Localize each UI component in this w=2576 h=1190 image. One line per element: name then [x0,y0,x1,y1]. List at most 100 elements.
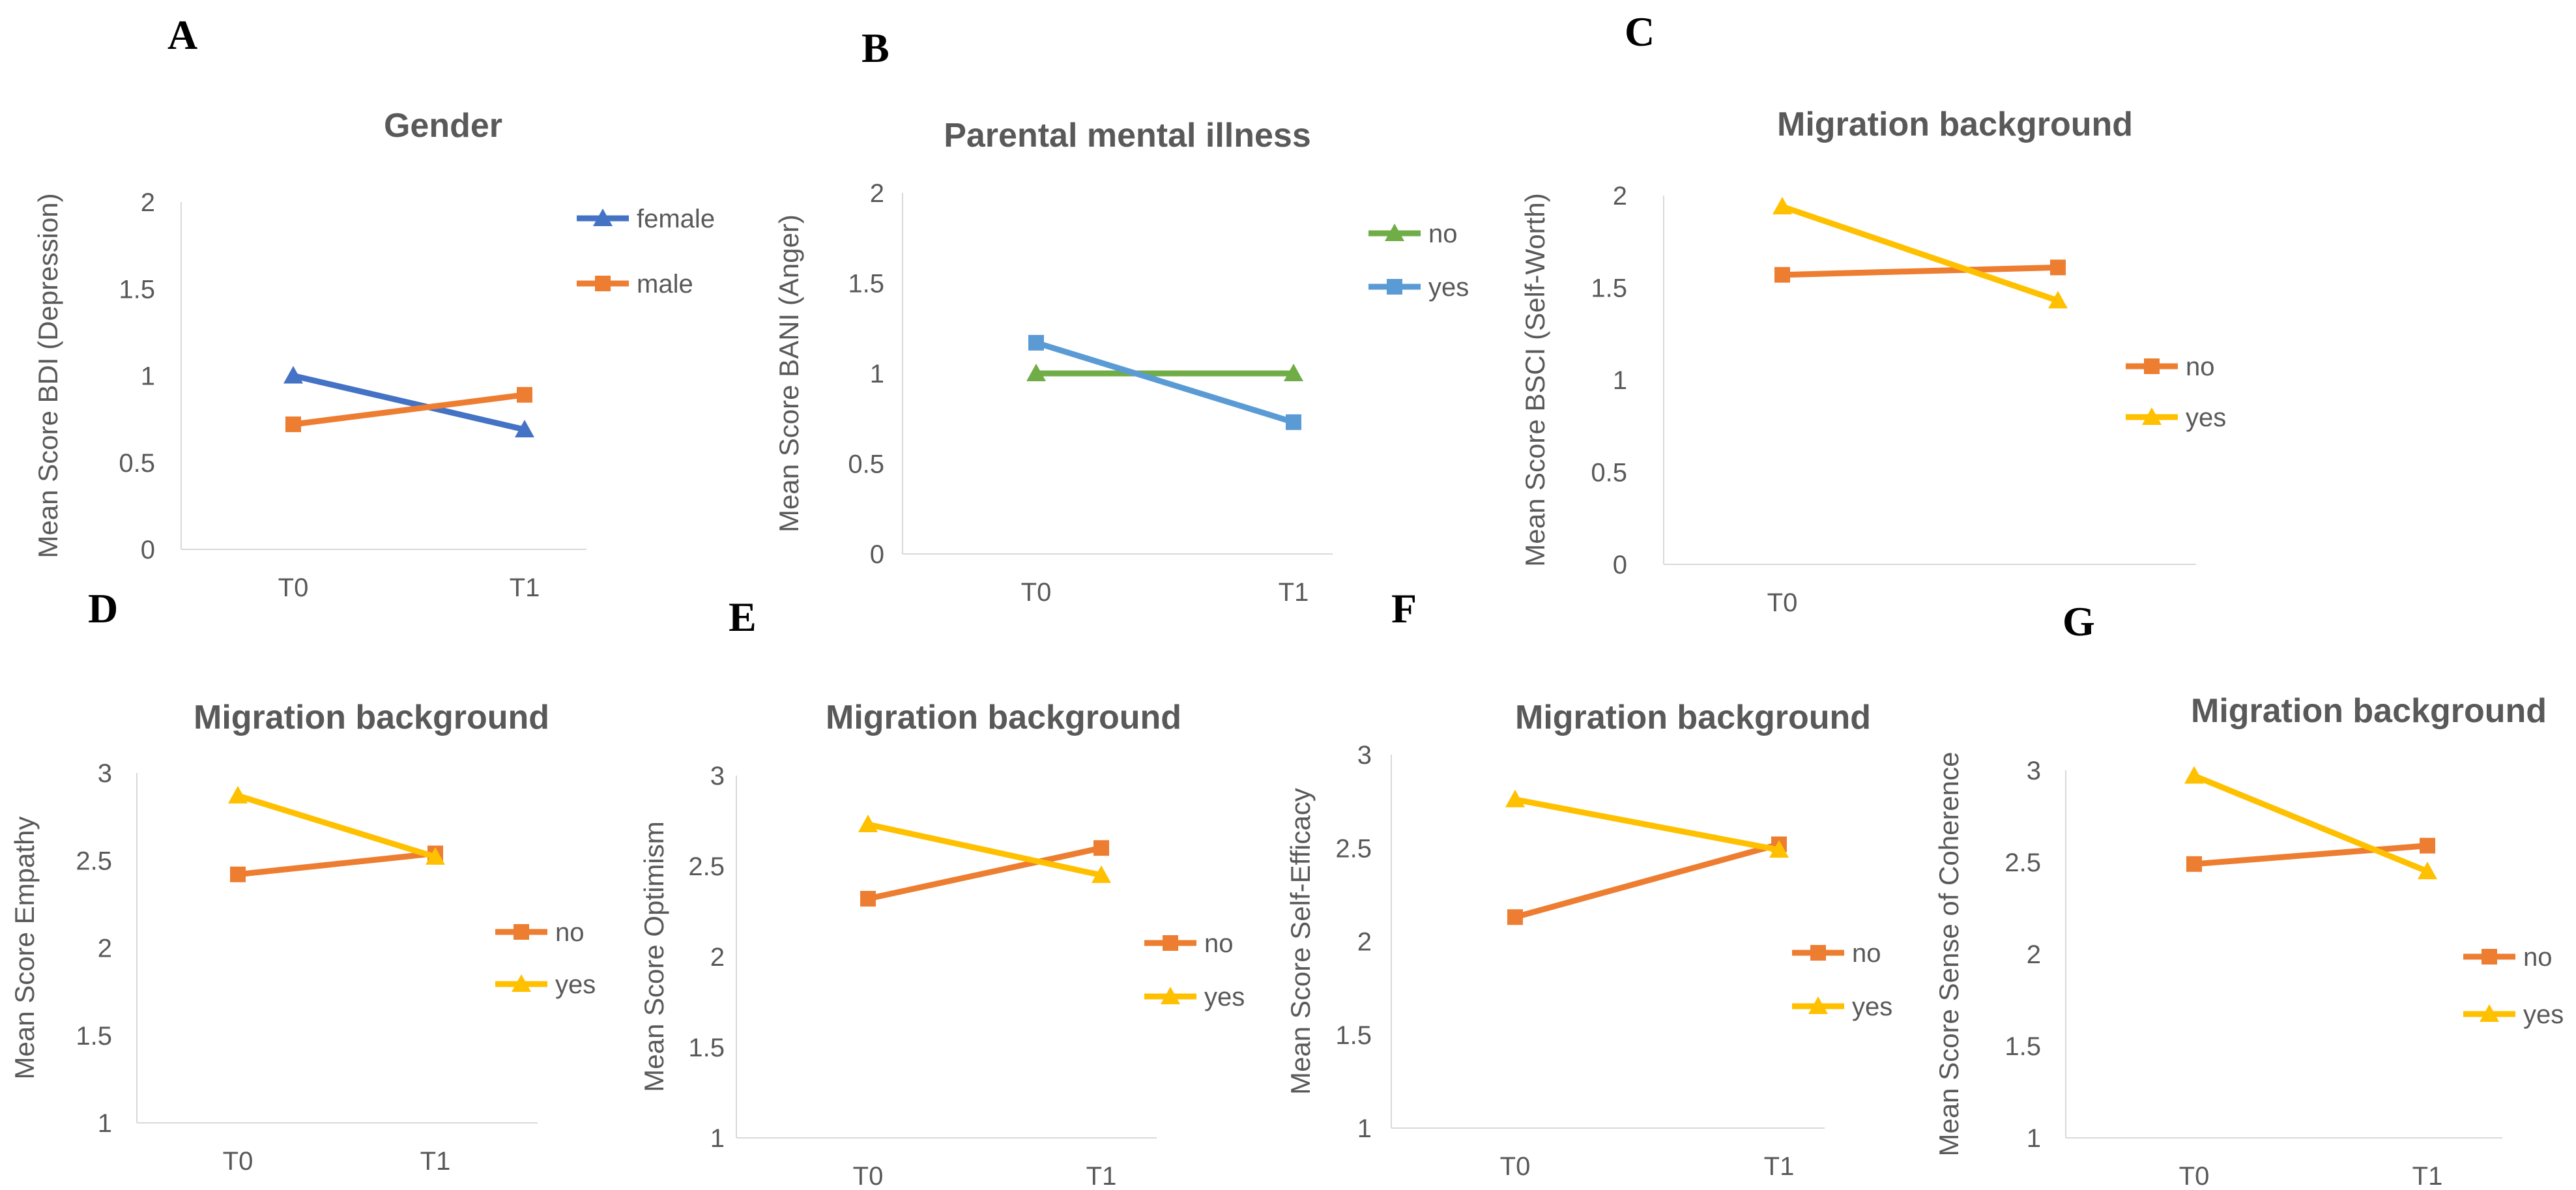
chart-title: Migration background [2191,692,2547,730]
legend-label: yes [1204,983,1245,1011]
x-tick-label: T0 [1767,588,1798,617]
y-tick-label: 1 [1357,1114,1372,1143]
y-axis-label: Mean Score Optimism [639,821,669,1092]
data-point-yes [2418,862,2437,880]
y-tick-label: 1.5 [688,1034,725,1062]
panel-letter: G [2062,598,2095,645]
y-tick-label: 0 [1613,551,1627,579]
data-point-no [2420,837,2435,854]
y-tick-label: 1.5 [2004,1032,2041,1061]
y-axis-label: Mean Score BANI (Anger) [774,214,804,532]
y-tick-label: 0.5 [848,450,884,479]
data-point-yes [1286,414,1301,430]
data-point-yes [426,847,445,865]
series-line-yes [1512,796,1782,853]
series-line-no [1512,841,1782,920]
legend-marker-yes [1808,996,1828,1014]
series-line-no [1779,264,2061,278]
series-line-female [290,373,528,433]
panel-letter: A [167,12,197,58]
data-point-male [517,386,532,403]
data-point-yes [2048,291,2068,309]
series-line-male [290,392,528,428]
x-tick-label: T1 [1086,1162,1117,1190]
data-point-no [2186,856,2202,872]
legend-marker-no [2482,949,2497,965]
chart-title: Gender [384,107,502,145]
legend-marker-yes [2142,407,2162,425]
y-tick-label: 3 [710,762,725,791]
chart-title: Migration background [1515,699,1871,736]
panel-letter: C [1625,8,1655,55]
y-tick-label: 2 [870,179,884,208]
y-tick-label: 1 [141,362,155,391]
data-point-yes [2184,766,2204,784]
y-tick-label: 0 [141,536,155,564]
data-point-no [860,891,876,907]
y-tick-label: 0 [870,540,884,569]
y-tick-label: 1.5 [1591,274,1627,303]
legend-marker-no [1810,945,1826,961]
y-tick-label: 1.5 [1335,1021,1372,1050]
data-point-yes [1505,789,1525,807]
y-axis-label: Mean Score BSCI (Self-Worth) [1520,193,1550,566]
series-line-yes [1779,203,2061,304]
legend-marker-female [593,209,613,226]
legend-marker-yes [2480,1004,2499,1022]
legend-label: no [1428,220,1458,248]
series-line-no [235,850,439,878]
legend-marker-yes [512,974,531,992]
legend-label: male [637,270,693,298]
y-tick-label: 1.5 [848,270,884,298]
y-tick-label: 2 [1357,928,1372,957]
x-tick-label: T1 [2412,1162,2443,1190]
y-tick-label: 1.5 [119,275,155,304]
y-tick-label: 2 [2027,940,2041,969]
data-point-no [1093,840,1109,856]
legend-marker-male [595,276,611,291]
data-point-yes [1773,196,1792,214]
series-line-yes [2191,772,2431,875]
legend-marker-yes [1161,987,1180,1004]
legend-marker-no [1385,224,1404,241]
series-line-yes [235,792,439,860]
series-line-no [865,845,1105,902]
y-tick-label: 1 [1613,366,1627,395]
y-axis-label: Mean Score BDI (Depression) [33,193,63,558]
x-tick-label: T1 [420,1147,451,1176]
legend-label: yes [555,970,596,999]
y-tick-label: 2.5 [76,847,112,875]
legend-label: yes [1852,993,1892,1021]
x-tick-label: T1 [1279,578,1309,607]
data-point-no [1284,364,1303,381]
x-tick-label: T0 [278,573,309,602]
series-line-no [2191,843,2431,867]
data-point-no [1026,364,1046,381]
chart-title: Parental mental illness [944,117,1311,154]
y-tick-label: 1 [2027,1124,2041,1153]
y-tick-label: 1 [710,1124,725,1153]
chart-title: Migration background [826,699,1181,736]
x-tick-label: T0 [1500,1152,1531,1181]
y-axis-label: Mean Score Sense of Coherence [1933,751,1964,1156]
y-tick-label: 2 [710,943,725,972]
legend-label: no [1852,939,1881,968]
x-tick-label: T0 [2179,1162,2210,1190]
x-tick-label: T1 [1764,1152,1795,1181]
legend-label: yes [1428,273,1469,302]
data-point-yes [1028,334,1044,351]
x-tick-label: T0 [223,1147,253,1176]
data-point-no [1507,909,1523,925]
y-axis-label: Mean Score Self-Efficacy [1285,788,1316,1095]
y-tick-label: 2 [1613,182,1627,210]
panel-letter: E [729,594,757,640]
x-tick-label: T0 [853,1162,884,1190]
data-point-yes [1769,840,1789,858]
y-tick-label: 1.5 [76,1022,112,1051]
y-axis-label: Mean Score Empathy [9,817,40,1080]
chart-title: Migration background [1777,106,2133,143]
y-tick-label: 2 [98,935,112,963]
data-point-yes [858,815,878,833]
data-point-yes [228,785,248,804]
data-point-male [285,416,301,433]
